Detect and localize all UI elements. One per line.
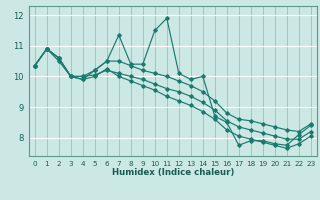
X-axis label: Humidex (Indice chaleur): Humidex (Indice chaleur) [112, 168, 234, 177]
